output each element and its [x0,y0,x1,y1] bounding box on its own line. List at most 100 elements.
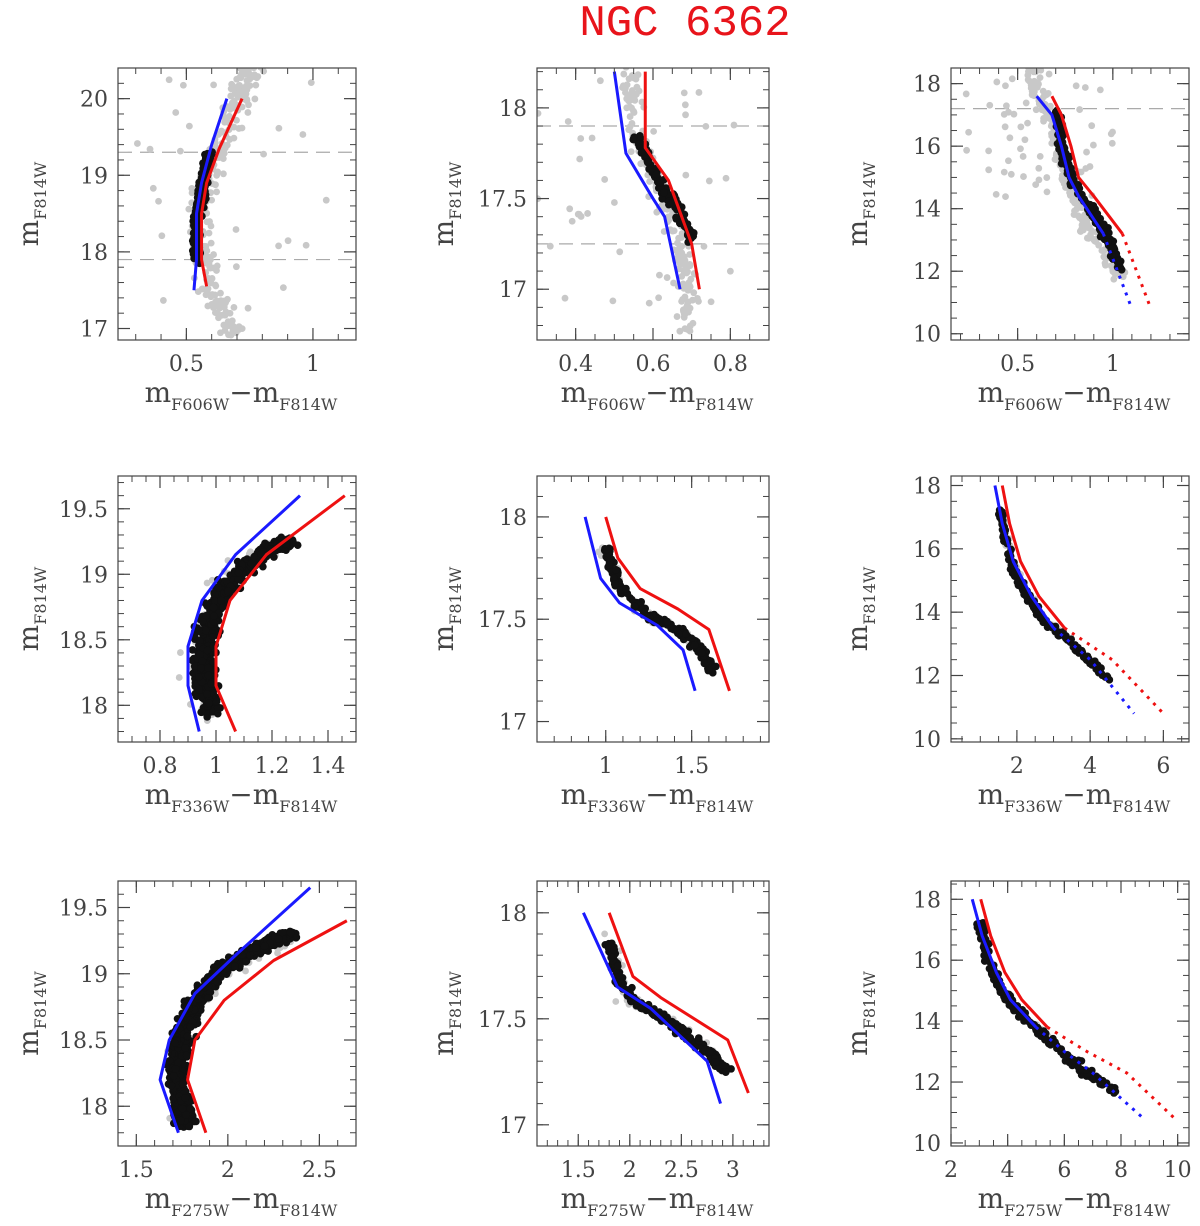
x-tick-label: 1 [209,754,223,779]
grey-star [609,297,617,305]
x-tick-label: 2.5 [664,1158,699,1183]
grey-star [210,81,218,89]
grey-star [1081,84,1089,91]
y-tick-label: 18.5 [59,629,108,654]
x-axis-label-main: m [978,1182,1005,1215]
black-star [1100,220,1108,229]
grey-star [235,326,243,333]
grey-star [620,70,628,78]
plot-area [993,485,1165,715]
black-star [197,664,205,672]
grey-star [1000,110,1008,118]
black-star [209,632,217,641]
y-axis-label: mF814W [841,161,879,246]
grey-star [217,329,224,337]
grey-star [1000,168,1008,176]
grey-star [247,73,255,81]
y-axis-label-subscript: F814W [860,971,879,1030]
grey-star [1101,259,1109,267]
black-star [1037,614,1046,622]
black-star [213,978,222,986]
grey-star [1026,68,1030,69]
y-axis-label-subscript: F814W [860,161,879,220]
grey-star [222,308,230,316]
blue-isochrone-line [612,71,682,290]
x-axis-label-main: −m [229,1182,279,1215]
black-star [1075,1065,1084,1073]
x-axis-label-subscript: F814W [1112,797,1171,816]
plot-area [175,494,346,733]
black-star [705,1047,714,1056]
x-tick-label: 4 [1083,754,1097,779]
grey-star [1052,156,1060,164]
y-tick-label: 19 [80,963,108,988]
black-star [198,657,207,666]
x-tick-label: 0.8 [143,754,178,779]
x-axis-label-main: m [978,778,1005,811]
y-tick-label: 17.5 [478,188,527,213]
blue-isochrone-line [970,898,1038,1029]
black-star [1093,209,1102,218]
grey-star [220,321,228,329]
plot-frame [536,475,770,743]
x-tick-label: 1.5 [674,754,709,779]
x-tick-label: 4 [1001,1158,1015,1183]
grey-star [203,579,211,587]
grey-star [992,190,1000,198]
grey-star [537,109,542,117]
black-star [1117,265,1126,274]
y-tick-label: 17 [80,318,108,343]
x-tick-label: 0.4 [558,352,593,377]
grey-star [205,229,213,237]
x-axis-label-subscript: F814W [1112,395,1171,414]
black-star [212,697,221,706]
x-tick-label: 0.8 [713,352,748,377]
grey-star [546,242,554,250]
grey-star [676,327,684,335]
grey-star [133,140,141,147]
grey-star [229,102,237,110]
grey-star [993,78,1001,86]
black-star [174,1058,182,1067]
grey-star [322,196,330,204]
black-star [652,170,661,179]
plot-frame [536,880,770,1147]
black-star [1046,1041,1055,1049]
grey-star [626,123,634,131]
x-axis-label-subscript: F814W [695,395,754,414]
y-tick-label: 18 [913,888,941,913]
black-star [181,1044,190,1052]
y-axis-label-main: m [841,1029,874,1056]
x-axis-label-subscript: F814W [279,395,338,414]
black-star [663,617,671,626]
x-axis-label-main: −m [229,778,279,811]
grey-star [1032,106,1040,114]
black-star [210,612,218,620]
grey-star [1035,176,1043,184]
black-star [694,1034,703,1042]
grey-star [185,122,193,130]
blue-isochrone-line [993,485,1055,629]
black-star [278,928,287,937]
grey-star [627,148,635,156]
grey-star [1020,173,1027,180]
grey-star [1073,205,1081,213]
black-star [610,574,618,583]
black-star [182,1051,191,1060]
x-tick-label: 2 [944,1158,958,1183]
grey-star [1108,139,1116,147]
x-tick-label: 2 [623,1158,637,1183]
grey-star [630,74,638,82]
grey-star [146,145,154,153]
plot-area [951,68,1189,310]
grey-star [568,217,576,225]
black-star [286,928,295,937]
x-axis-label-main: −m [1062,376,1112,409]
grey-star [199,285,207,293]
x-axis-label-subscript: F814W [695,797,754,816]
grey-star [275,124,283,132]
grey-star [165,76,173,84]
x-axis-label-main: m [145,376,172,409]
black-star [610,946,619,954]
